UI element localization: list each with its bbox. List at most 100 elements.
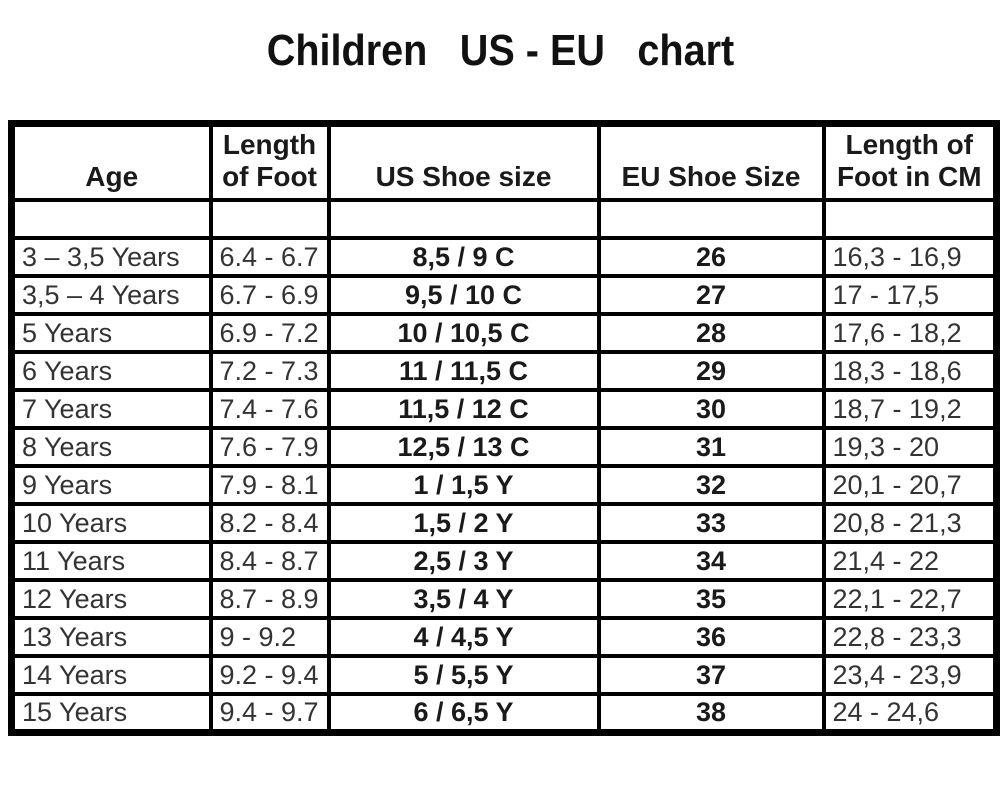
- header-cell-eu-size: EU Shoe Size: [596, 121, 826, 203]
- table-row: 3,5 – 4 Years 6.7 - 6.9 9,5 / 10 C 27 17 - 1…: [9, 274, 999, 317]
- table-row: 13 Years 9 - 9.2 4 / 4,5 Y 36 22,8 - 23,3: [9, 616, 999, 659]
- foot-length-cell: 6.7 - 6.9: [208, 274, 331, 317]
- eu-size-cell: 28: [596, 312, 826, 355]
- header-eu-size-label: EU Shoe Size: [621, 161, 801, 193]
- header-foot-length-line1: Length: [222, 129, 317, 160]
- table-body: 3 – 3,5 Years 6.4 - 6.7 8,5 / 9 C 26 16,3 - …: [9, 236, 999, 735]
- foot-length-cell: 7.6 - 7.9: [208, 426, 331, 469]
- size-chart-table: Age Length of Foot US Shoe size EU Shoe …: [8, 120, 1000, 736]
- cm-length-cell: 18,7 - 19,2: [821, 388, 999, 431]
- eu-size-cell: 29: [596, 350, 826, 393]
- cm-length-cell: 21,4 - 22: [821, 540, 999, 583]
- spacer-cell: [9, 198, 213, 241]
- age-cell: 9 Years: [9, 464, 213, 507]
- header-foot-length-line2: of Foot: [222, 161, 317, 193]
- age-cell: 5 Years: [9, 312, 213, 355]
- header-cm-length-line1: Length of: [845, 129, 974, 160]
- cm-length-cell: 17,6 - 18,2: [821, 312, 999, 355]
- table-row: 6 Years 7.2 - 7.3 11 / 11,5 C 29 18,3 - 18,6: [9, 350, 999, 393]
- age-cell: 10 Years: [9, 502, 213, 545]
- us-size-cell: 9,5 / 10 C: [326, 274, 601, 317]
- cm-length-cell: 22,8 - 23,3: [821, 616, 999, 659]
- foot-length-cell: 6.9 - 7.2: [208, 312, 331, 355]
- us-size-cell: 12,5 / 13 C: [326, 426, 601, 469]
- foot-length-cell: 7.2 - 7.3: [208, 350, 331, 393]
- foot-length-cell: 8.7 - 8.9: [208, 578, 331, 621]
- foot-length-cell: 8.2 - 8.4: [208, 502, 331, 545]
- age-cell: 14 Years: [9, 654, 213, 697]
- cm-length-cell: 18,3 - 18,6: [821, 350, 999, 393]
- spacer-cell: [596, 198, 826, 241]
- us-size-cell: 11,5 / 12 C: [326, 388, 601, 431]
- eu-size-cell: 26: [596, 236, 826, 279]
- us-size-cell: 4 / 4,5 Y: [326, 616, 601, 659]
- table-row: 10 Years 8.2 - 8.4 1,5 / 2 Y 33 20,8 - 21,3: [9, 502, 999, 545]
- table-row: 3 – 3,5 Years 6.4 - 6.7 8,5 / 9 C 26 16,3 - …: [9, 236, 999, 279]
- us-size-cell: 1 / 1,5 Y: [326, 464, 601, 507]
- table-row: 8 Years 7.6 - 7.9 12,5 / 13 C 31 19,3 - 20: [9, 426, 999, 469]
- age-cell: 8 Years: [9, 426, 213, 469]
- eu-size-cell: 37: [596, 654, 826, 697]
- title-segment-chart: chart: [637, 26, 735, 75]
- eu-size-cell: 33: [596, 502, 826, 545]
- header-cell-foot-length: Length of Foot: [208, 121, 331, 203]
- us-size-cell: 11 / 11,5 C: [326, 350, 601, 393]
- eu-size-cell: 34: [596, 540, 826, 583]
- cm-length-cell: 17 - 17,5: [821, 274, 999, 317]
- age-cell: 12 Years: [9, 578, 213, 621]
- foot-length-cell: 9.4 - 9.7: [208, 692, 331, 735]
- eu-size-cell: 32: [596, 464, 826, 507]
- foot-length-cell: 8.4 - 8.7: [208, 540, 331, 583]
- spacer-cell: [821, 198, 999, 241]
- us-size-cell: 2,5 / 3 Y: [326, 540, 601, 583]
- age-cell: 11 Years: [9, 540, 213, 583]
- age-cell: 3 – 3,5 Years: [9, 236, 213, 279]
- eu-size-cell: 30: [596, 388, 826, 431]
- table-row: 12 Years 8.7 - 8.9 3,5 / 4 Y 35 22,1 - 22,7: [9, 578, 999, 621]
- us-size-cell: 8,5 / 9 C: [326, 236, 601, 279]
- header-cm-length-line2: Foot in CM: [836, 161, 982, 193]
- title-segment-us-eu: US - EU: [459, 26, 605, 75]
- us-size-cell: 5 / 5,5 Y: [326, 654, 601, 697]
- cm-length-cell: 23,4 - 23,9: [821, 654, 999, 697]
- age-cell: 3,5 – 4 Years: [9, 274, 213, 317]
- foot-length-cell: 6.4 - 6.7: [208, 236, 331, 279]
- eu-size-cell: 36: [596, 616, 826, 659]
- foot-length-cell: 9 - 9.2: [208, 616, 331, 659]
- age-cell: 6 Years: [9, 350, 213, 393]
- page-title: Children US - EU chart: [50, 26, 951, 76]
- cm-length-cell: 20,1 - 20,7: [821, 464, 999, 507]
- cm-length-cell: 19,3 - 20: [821, 426, 999, 469]
- cm-length-cell: 16,3 - 16,9: [821, 236, 999, 279]
- eu-size-cell: 31: [596, 426, 826, 469]
- table-row: 14 Years 9.2 - 9.4 5 / 5,5 Y 37 23,4 - 23,9: [9, 654, 999, 697]
- title-segment-children: Children: [266, 26, 428, 75]
- eu-size-cell: 35: [596, 578, 826, 621]
- foot-length-cell: 9.2 - 9.4: [208, 654, 331, 697]
- spacer-row: [9, 198, 999, 241]
- header-us-size-label: US Shoe size: [375, 161, 552, 193]
- header-cell-us-size: US Shoe size: [326, 121, 601, 203]
- spacer-cell: [326, 198, 601, 241]
- cm-length-cell: 22,1 - 22,7: [821, 578, 999, 621]
- table-row: 5 Years 6.9 - 7.2 10 / 10,5 C 28 17,6 - 18,2: [9, 312, 999, 355]
- table-row: 7 Years 7.4 - 7.6 11,5 / 12 C 30 18,7 - 19,2: [9, 388, 999, 431]
- us-size-cell: 3,5 / 4 Y: [326, 578, 601, 621]
- cm-length-cell: 24 - 24,6: [821, 692, 999, 735]
- us-size-cell: 1,5 / 2 Y: [326, 502, 601, 545]
- table-row: 11 Years 8.4 - 8.7 2,5 / 3 Y 34 21,4 - 22: [9, 540, 999, 583]
- eu-size-cell: 38: [596, 692, 826, 735]
- age-cell: 15 Years: [9, 692, 213, 735]
- age-cell: 13 Years: [9, 616, 213, 659]
- table-header-row: Age Length of Foot US Shoe size EU Shoe …: [9, 121, 999, 203]
- eu-size-cell: 27: [596, 274, 826, 317]
- table-row: 9 Years 7.9 - 8.1 1 / 1,5 Y 32 20,1 - 20,7: [9, 464, 999, 507]
- header-cell-age: Age: [9, 121, 213, 203]
- foot-length-cell: 7.4 - 7.6: [208, 388, 331, 431]
- foot-length-cell: 7.9 - 8.1: [208, 464, 331, 507]
- table-row: 15 Years 9.4 - 9.7 6 / 6,5 Y 38 24 - 24,6: [9, 692, 999, 735]
- header-age-label: Age: [85, 161, 139, 193]
- cm-length-cell: 20,8 - 21,3: [821, 502, 999, 545]
- age-cell: 7 Years: [9, 388, 213, 431]
- header-cell-cm-length: Length of Foot in CM: [821, 121, 999, 203]
